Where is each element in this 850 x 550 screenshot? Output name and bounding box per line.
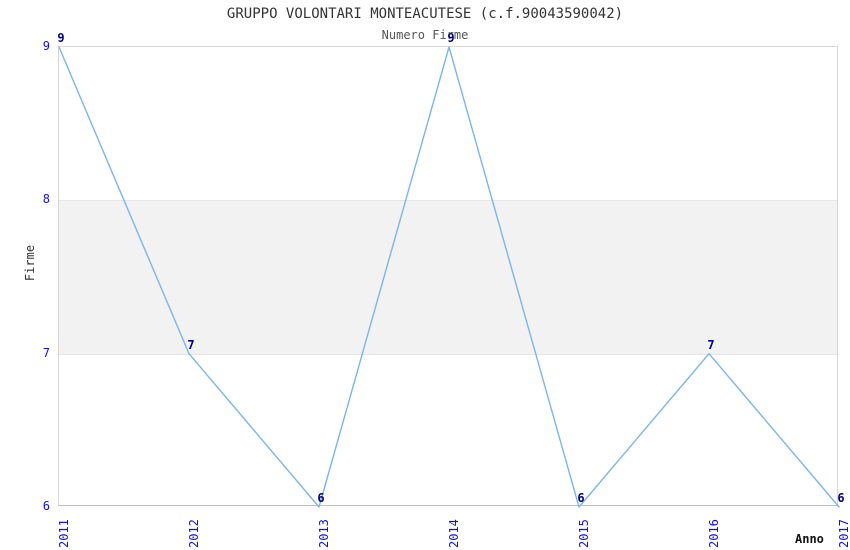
y-tick-label-9: 9 xyxy=(0,39,50,53)
x-tick-text: 2012 xyxy=(187,519,201,548)
y-tick-text: 9 xyxy=(42,39,50,53)
series-polyline xyxy=(58,46,840,508)
x-tick-text: 2011 xyxy=(57,519,71,548)
x-axis-title: Anno xyxy=(795,532,824,546)
data-label-2014: 9 xyxy=(447,31,455,45)
y-tick-text: 7 xyxy=(42,345,50,360)
series-line-firme xyxy=(58,46,840,508)
data-label-2015: 6 xyxy=(577,491,585,505)
x-tick-text: 2016 xyxy=(707,519,721,548)
data-label-2011: 9 xyxy=(57,31,65,45)
chart-subtitle: Numero Firme xyxy=(381,28,469,42)
y-axis-title: Firme xyxy=(23,244,38,282)
chart-title: GRUPPO VOLONTARI MONTEACUTESE (c.f.90043… xyxy=(226,6,624,22)
x-tick-text: 2015 xyxy=(577,519,591,548)
x-tick-text: 2013 xyxy=(317,519,331,548)
x-tick-text: 2014 xyxy=(447,519,461,548)
data-label-2013: 6 xyxy=(317,491,325,505)
data-label-2017: 6 xyxy=(837,491,845,505)
plot-band-7-to-8 xyxy=(59,200,837,354)
x-tick-text: 2017 xyxy=(837,519,850,548)
data-label-2012: 7 xyxy=(187,337,195,352)
y-tick-label-6: 6 xyxy=(0,499,50,513)
plot-area: 9 7 6 9 6 7 6 xyxy=(57,31,845,508)
y-tick-text: 8 xyxy=(42,192,50,207)
gridline-8 xyxy=(59,200,837,202)
y-tick-text: 6 xyxy=(42,499,50,513)
y-tick-label-7: 7 xyxy=(0,346,50,360)
gridline-7 xyxy=(59,353,837,355)
data-label-2016: 7 xyxy=(707,337,715,352)
y-tick-label-8: 8 xyxy=(0,192,50,206)
